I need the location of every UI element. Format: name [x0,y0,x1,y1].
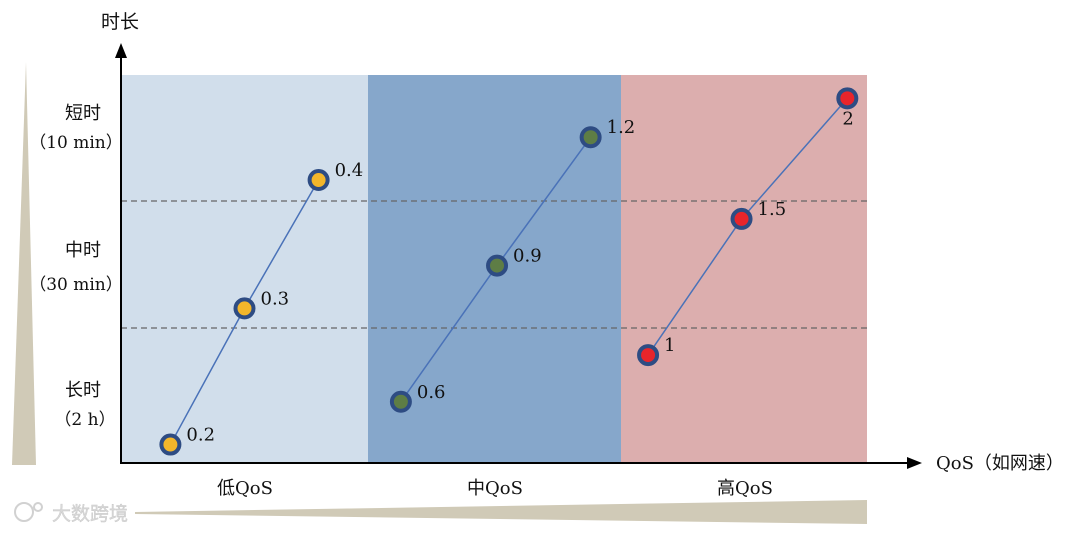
series-layer: 0.2 0.3 0.4 0.6 0.9 1.2 1 1.5 2 [159,87,859,456]
data-point [159,433,182,456]
data-label: 0.3 [261,288,290,309]
data-label: 1.5 [758,199,787,220]
y-level-long: 长时 [65,380,101,401]
x-axis-label: QoS（如网速） [936,453,1064,474]
duration-wedge [12,62,36,465]
watermark-logo-icon [14,502,34,522]
band-label-low: 低QoS [217,478,273,499]
y-level-short-sub: （10 min） [29,133,123,153]
y-level-mid: 中时 [65,240,101,261]
data-point [730,207,753,230]
data-label: 0.9 [513,246,542,267]
y-axis-label: 时长 [101,11,139,33]
data-point [836,87,859,110]
x-axis-arrow [907,457,922,469]
data-point [486,254,509,277]
y-level-mid-sub: （30 min） [29,275,123,295]
y-axis-arrow [115,43,127,58]
y-level-short: 短时 [65,103,101,124]
data-label: 0.6 [417,382,446,403]
band-2 [621,75,867,463]
y-level-long-sub: （2 h） [54,410,115,430]
data-point [307,169,330,192]
data-point [389,390,412,413]
data-point [637,344,660,367]
data-label: 1 [664,335,675,356]
data-point [233,297,256,320]
band-label-high: 高QoS [717,478,773,499]
data-label: 1.2 [607,117,636,138]
data-label: 0.4 [335,160,364,181]
data-label: 0.2 [186,425,215,446]
data-point [579,126,602,149]
band-0 [121,75,368,463]
watermark-logo-dot-icon [33,502,43,512]
data-label: 2 [842,108,853,129]
watermark-text: 大数跨境 [52,503,128,525]
watermark: 大数跨境 [14,502,128,525]
band-label-mid: 中QoS [467,478,523,499]
qos-wedge [135,500,867,524]
